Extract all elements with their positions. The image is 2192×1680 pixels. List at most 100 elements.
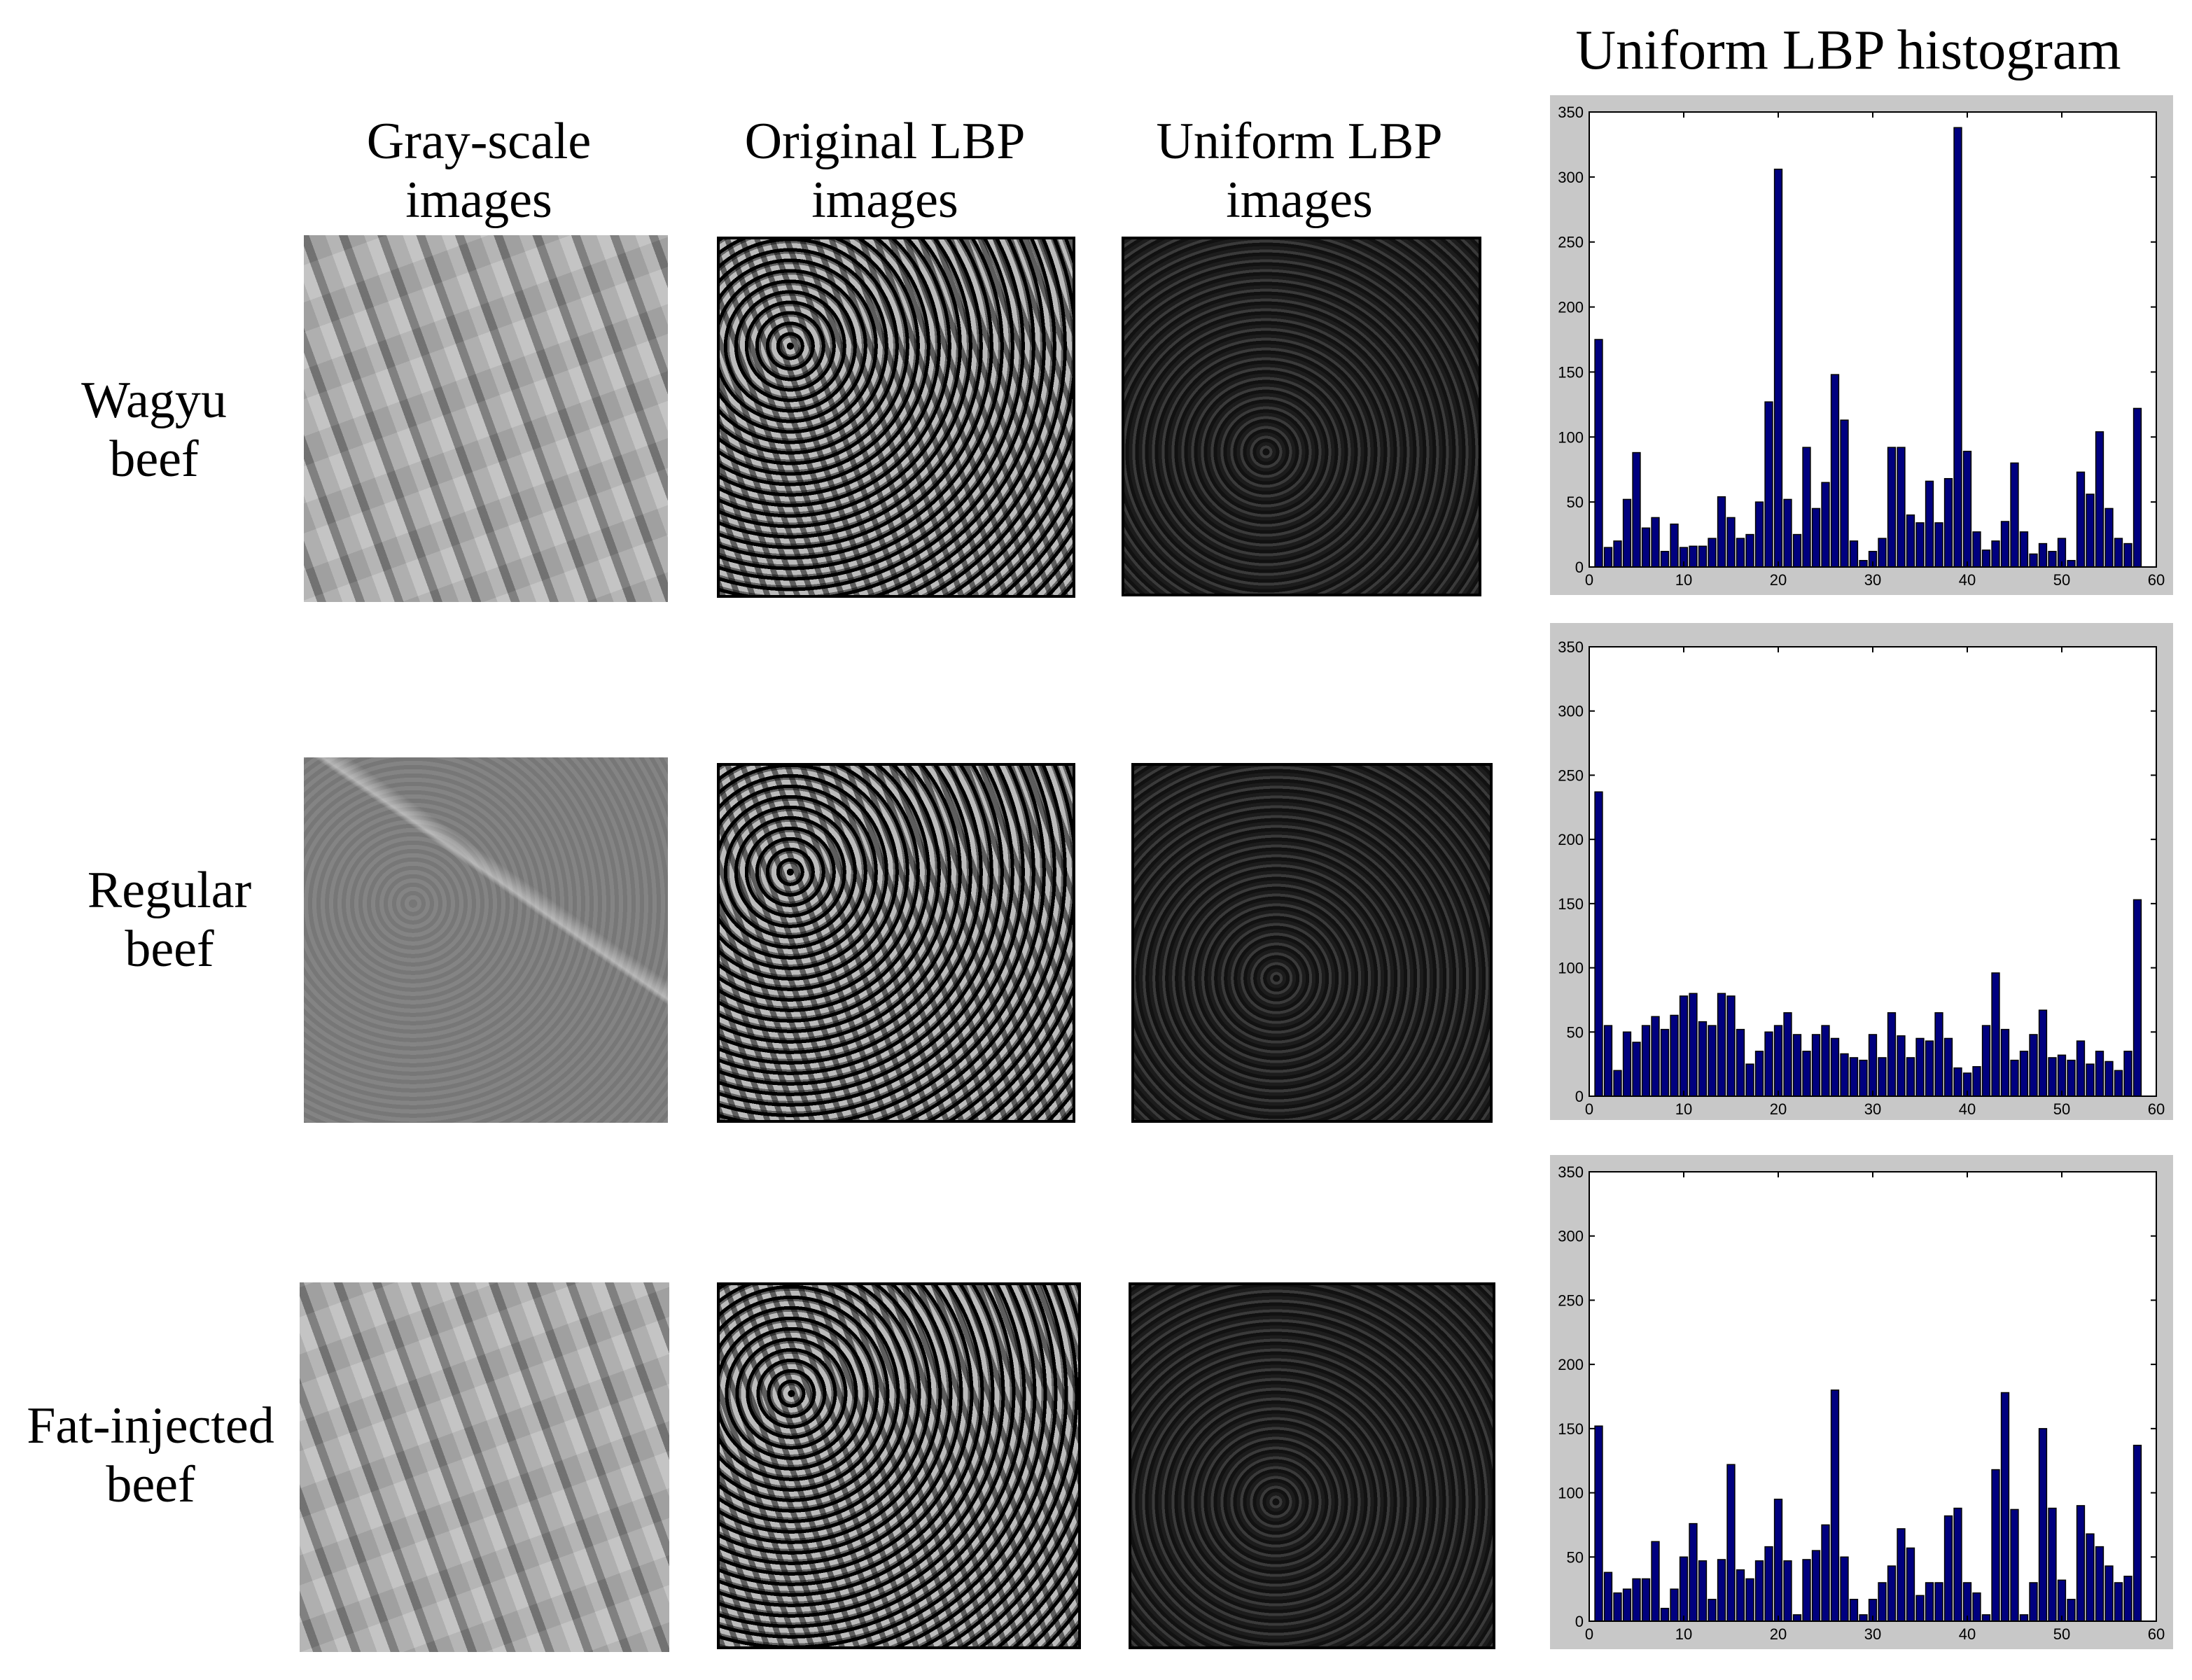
bar [1887, 447, 1897, 568]
x-tick-label: 20 [1770, 1625, 1787, 1643]
bar [2048, 1057, 2057, 1097]
bar [1660, 550, 1670, 568]
x-tick-label: 60 [2148, 1100, 2165, 1118]
bar [2067, 559, 2076, 568]
uniform-image [1131, 763, 1493, 1123]
bar [2048, 550, 2057, 568]
uniform-image [1129, 1282, 1495, 1649]
bar [2000, 521, 2010, 568]
bar [1925, 480, 1934, 568]
bar [1953, 127, 1962, 568]
bar [1594, 1425, 1603, 1622]
bar [1717, 993, 1726, 1097]
x-tick-label: 50 [2053, 1625, 2070, 1643]
bar [1708, 538, 1717, 568]
bar [1906, 514, 1915, 568]
bar [1641, 1025, 1651, 1097]
x-tick-label: 30 [1864, 571, 1881, 589]
bar [2029, 553, 2038, 568]
bar [1925, 1582, 1934, 1622]
gray-image [300, 1282, 669, 1652]
bar [2067, 1059, 2076, 1097]
y-tick-label: 350 [1558, 104, 1584, 121]
bar [1698, 1021, 1708, 1097]
bar [1878, 1057, 1887, 1097]
bar [2000, 1392, 2010, 1622]
y-tick-label: 250 [1558, 1292, 1584, 1309]
bar [2038, 542, 2048, 568]
bar [1811, 1550, 1821, 1622]
bar [2132, 899, 2142, 1097]
bar [1641, 527, 1651, 568]
bar [1934, 1582, 1943, 1622]
bar [1698, 1560, 1708, 1622]
bar [1981, 550, 1991, 568]
bar [1802, 1559, 1811, 1622]
bar [1840, 1556, 1849, 1622]
bar [1773, 168, 1783, 568]
bar [1868, 1034, 1878, 1097]
bar [1783, 1560, 1792, 1622]
bar [1981, 1614, 1991, 1622]
bar [2104, 1565, 2114, 1622]
y-tick-label: 0 [1575, 559, 1584, 576]
row-label: Regular beef [29, 861, 309, 979]
bar [1670, 1014, 1679, 1097]
bar [2132, 1444, 2142, 1622]
label-line: Regular [87, 862, 252, 919]
y-tick-label: 100 [1558, 1485, 1584, 1502]
label-line: Fat-injected [27, 1397, 274, 1455]
header-line: Uniform LBP [1156, 113, 1443, 170]
bar [2057, 1054, 2067, 1097]
header-line: Original LBP [744, 113, 1026, 170]
bar [1651, 517, 1660, 568]
plot-area [1589, 112, 2156, 567]
bar [1953, 1507, 1962, 1622]
bar [1792, 1034, 1802, 1097]
y-tick-label: 250 [1558, 766, 1584, 784]
bar [1651, 1541, 1660, 1622]
bar [1660, 1028, 1670, 1097]
y-tick-label: 50 [1567, 1548, 1584, 1566]
y-tick-label: 100 [1558, 960, 1584, 977]
x-tick-label: 30 [1864, 1625, 1881, 1643]
lbp-image [717, 763, 1075, 1123]
bar [1840, 1053, 1849, 1097]
header-line: images [405, 172, 552, 229]
bar [1764, 1031, 1773, 1097]
bar [1972, 531, 1981, 568]
y-tick-label: 150 [1558, 895, 1584, 913]
bar [1821, 482, 1830, 568]
row-label: Fat-injected beef [7, 1396, 294, 1514]
bar [1878, 538, 1887, 568]
bar [1906, 1547, 1915, 1622]
header-line: images [1226, 172, 1373, 229]
bar [1745, 1578, 1754, 1622]
bar [2038, 1428, 2048, 1622]
bar [1783, 1012, 1792, 1097]
y-tick-label: 50 [1567, 493, 1584, 511]
bar [1887, 1012, 1897, 1097]
bar [1849, 1057, 1859, 1097]
bar [1679, 1556, 1689, 1622]
bar [1859, 1614, 1868, 1622]
bar [1943, 1037, 1953, 1097]
bar [1603, 547, 1613, 568]
x-tick-label: 10 [1675, 1625, 1692, 1643]
y-tick-label: 350 [1558, 638, 1584, 656]
bar [1792, 1614, 1802, 1622]
bar [1915, 1037, 1925, 1097]
x-tick-label: 40 [1959, 1625, 1976, 1643]
bar [2095, 1051, 2104, 1097]
y-tick-label: 100 [1558, 428, 1584, 446]
bar [2067, 1599, 2076, 1622]
bar [1603, 1572, 1613, 1622]
bar [1962, 1582, 1972, 1622]
x-tick-label: 50 [2053, 1100, 2070, 1118]
row-label: Wagyu beef [14, 371, 294, 489]
plot-area [1589, 1172, 2156, 1621]
bar [1764, 1546, 1773, 1622]
bar [1632, 1578, 1641, 1622]
x-tick-label: 20 [1770, 571, 1787, 589]
bar [2095, 1546, 2104, 1622]
